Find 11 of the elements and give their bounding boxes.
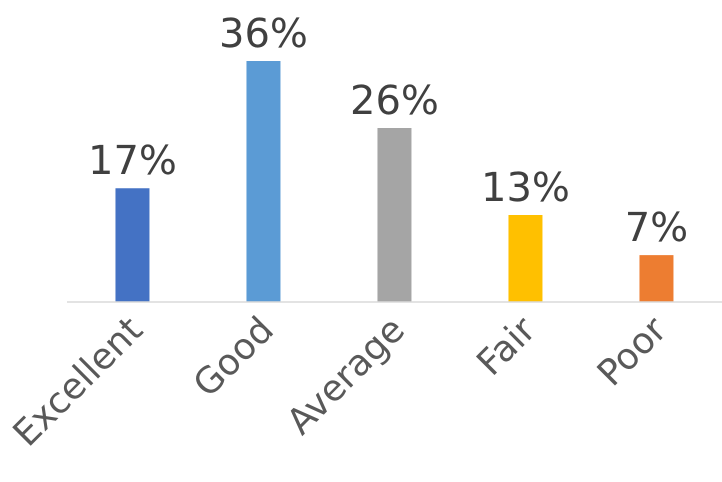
data-label: 7% (624, 205, 688, 252)
bar (377, 128, 412, 302)
data-label: 17% (88, 138, 177, 184)
bar (246, 61, 280, 302)
data-label: 13% (481, 164, 570, 211)
bar (639, 255, 674, 302)
bar (115, 188, 150, 302)
x-tick-label: Fair (469, 309, 544, 384)
bar (508, 214, 542, 302)
data-label: 26% (350, 78, 439, 124)
data-label: 36% (219, 11, 308, 57)
